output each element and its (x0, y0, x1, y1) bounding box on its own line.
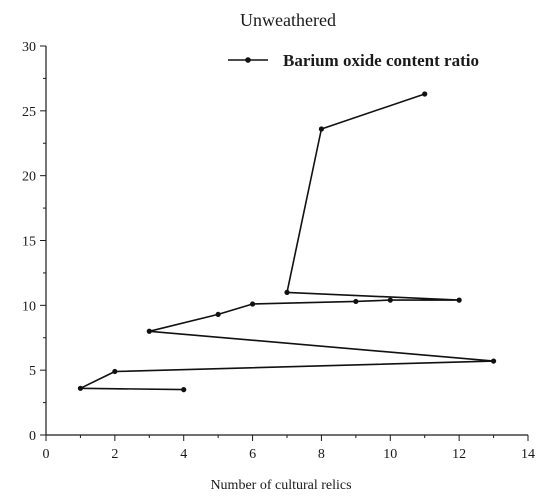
y-tick-label: 0 (29, 429, 36, 444)
data-point (353, 298, 359, 305)
x-tick-label: 14 (521, 447, 535, 462)
x-axis-ticks: 0 2 4 6 8 10 12 14 (43, 435, 535, 462)
y-axis-ticks: 0 5 10 15 20 25 30 (22, 40, 46, 444)
data-point (387, 297, 393, 303)
x-axis-label: Number of cultural relics (210, 478, 351, 493)
x-tick-label: 2 (111, 447, 118, 462)
series-layer (77, 91, 497, 393)
chart-title: Unweathered (240, 10, 336, 30)
x-tick-label: 6 (249, 447, 256, 462)
series-line (79, 93, 495, 391)
data-point (318, 126, 325, 132)
data-point (112, 368, 118, 375)
y-tick-label: 20 (22, 170, 36, 185)
x-tick-label: 8 (318, 447, 325, 462)
y-tick-label: 25 (22, 105, 36, 120)
y-tick-label: 30 (22, 40, 36, 55)
data-point (181, 387, 187, 393)
data-point (249, 301, 256, 307)
data-point (490, 358, 497, 364)
x-tick-label: 12 (452, 447, 466, 462)
legend-marker (245, 57, 251, 63)
data-point (456, 297, 462, 303)
legend: Barium oxide content ratio (228, 51, 479, 70)
data-point (146, 328, 152, 334)
legend-label: Barium oxide content ratio (283, 51, 479, 70)
x-tick-label: 10 (383, 447, 397, 462)
data-point (215, 311, 221, 318)
data-point (77, 385, 84, 391)
data-point (422, 91, 428, 97)
y-tick-label: 15 (22, 235, 36, 250)
axes (45, 46, 528, 436)
x-tick-label: 4 (180, 447, 187, 462)
y-tick-label: 10 (22, 299, 36, 314)
y-tick-label: 5 (29, 364, 36, 379)
x-tick-label: 0 (43, 447, 50, 462)
data-point (284, 289, 290, 295)
